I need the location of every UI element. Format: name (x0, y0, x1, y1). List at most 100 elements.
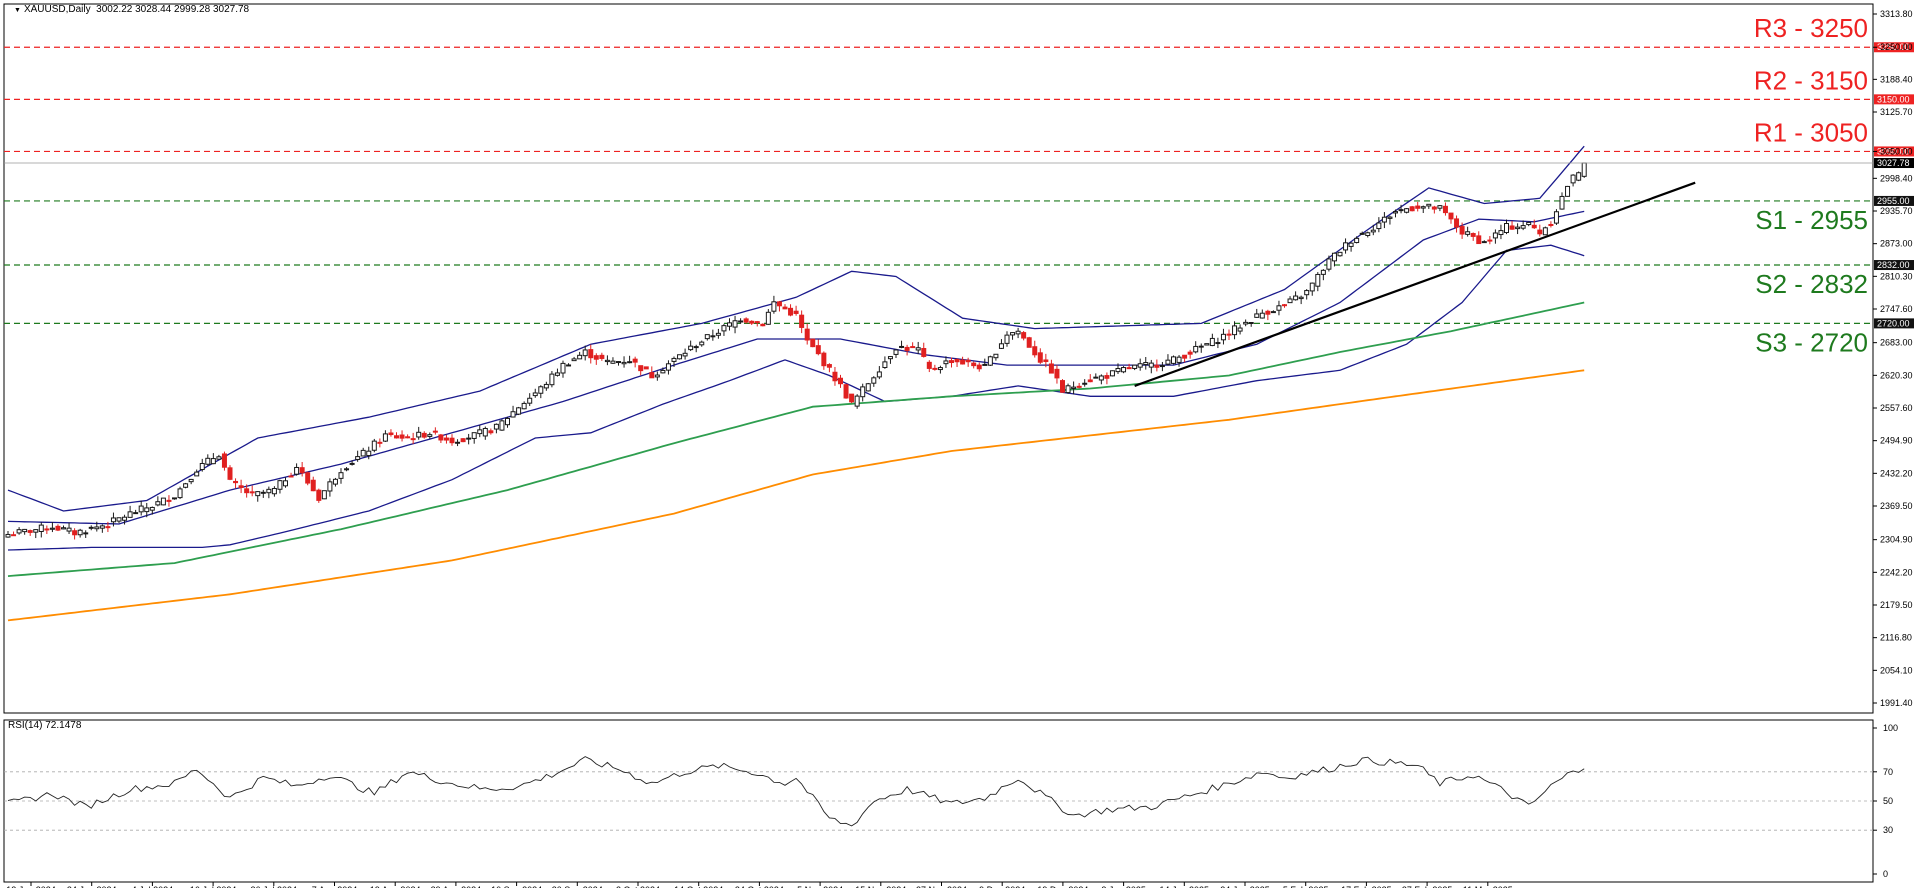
candle (604, 355, 610, 366)
candle (1143, 356, 1149, 370)
candle-body (754, 321, 760, 324)
candle-body (1393, 211, 1398, 214)
candle-body (294, 466, 300, 475)
candle-body (427, 434, 433, 437)
candle-body (738, 320, 744, 323)
candle (949, 357, 954, 368)
candle (1159, 361, 1165, 372)
candle (1098, 374, 1104, 385)
candle-body (305, 472, 311, 484)
candle-body (221, 453, 227, 468)
candle-body (1526, 221, 1532, 226)
candle (643, 366, 649, 370)
candle (482, 426, 488, 440)
candle-body (416, 431, 422, 438)
dropdown-triangle-icon[interactable]: ▼ (14, 7, 21, 14)
candle (921, 342, 927, 358)
candle (1026, 336, 1032, 348)
x-tick-label: 14 Jan 2025 (1160, 885, 1210, 888)
candle (160, 497, 166, 506)
candle (1304, 289, 1310, 300)
candle (1215, 337, 1221, 349)
candle-body (360, 449, 366, 457)
candle-body (649, 372, 655, 379)
candle-body (1559, 195, 1565, 210)
candle-body (538, 386, 544, 394)
candle (1176, 355, 1182, 367)
level-tag-text: 3250.00 (1877, 42, 1910, 52)
support-label: S1 - 2955 (1755, 205, 1868, 235)
x-tick-label: 19 Dec 2024 (1037, 885, 1088, 888)
candle (1442, 202, 1448, 216)
candle (849, 393, 855, 404)
candle-body (1265, 310, 1271, 315)
candle-body (388, 432, 394, 436)
candle-body (94, 526, 100, 530)
level-tag-bg (1874, 260, 1914, 271)
candle-body (1076, 385, 1082, 388)
candle (66, 522, 72, 535)
candle-body (1298, 296, 1304, 300)
candle-body (371, 440, 377, 451)
candle-body (1337, 251, 1343, 257)
candle-body (283, 480, 288, 487)
candle-body (527, 397, 533, 404)
candle (1531, 219, 1537, 229)
candle (688, 340, 694, 352)
candle-body (1376, 222, 1382, 230)
candle-body (776, 301, 782, 307)
candle (715, 328, 721, 339)
candle-body (677, 354, 683, 360)
candle-body (1442, 205, 1448, 214)
level-tag-text: 2955.00 (1877, 196, 1910, 206)
level-tag-bg (1874, 195, 1914, 206)
candle (460, 438, 466, 443)
rsi-tick-label: 50 (1883, 796, 1893, 806)
candle (993, 353, 999, 361)
candle-body (1071, 386, 1077, 389)
y-tick-label: 2810.30 (1880, 271, 1913, 281)
candle (621, 356, 627, 368)
level-tag-bg (1874, 94, 1914, 105)
candle (382, 430, 388, 442)
candle (632, 356, 638, 368)
candle-body (993, 353, 999, 359)
candle (582, 345, 588, 361)
candle-body (882, 361, 888, 369)
candle-body (743, 318, 749, 323)
candle-body (616, 361, 621, 364)
candle-body (260, 491, 266, 494)
candle (699, 340, 705, 347)
candle-body (1520, 225, 1526, 229)
candle (527, 393, 533, 407)
candle (221, 451, 227, 471)
candle (616, 360, 621, 366)
candle-body (566, 364, 572, 367)
candle-body (449, 437, 455, 444)
candle (122, 514, 128, 525)
candle (360, 447, 366, 457)
candle (1381, 212, 1387, 229)
candle-body (671, 357, 677, 362)
candle (638, 365, 644, 376)
candle-body (543, 383, 549, 389)
candle (1553, 209, 1559, 225)
candle (654, 371, 660, 381)
level-tag-text: 2832.00 (1877, 260, 1910, 270)
candle (110, 512, 116, 527)
candle-body (244, 488, 250, 494)
candle-body (499, 420, 505, 431)
candle (249, 485, 255, 497)
y-tick-label: 2369.50 (1880, 501, 1913, 511)
candle (893, 349, 899, 359)
candle (1109, 370, 1115, 377)
candle (1087, 374, 1093, 383)
candle (960, 356, 966, 365)
candle (971, 361, 977, 369)
candle-body (849, 393, 855, 403)
candle-body (1553, 211, 1559, 224)
candle (1398, 204, 1404, 214)
candle (316, 488, 322, 503)
candle-body (749, 320, 755, 324)
